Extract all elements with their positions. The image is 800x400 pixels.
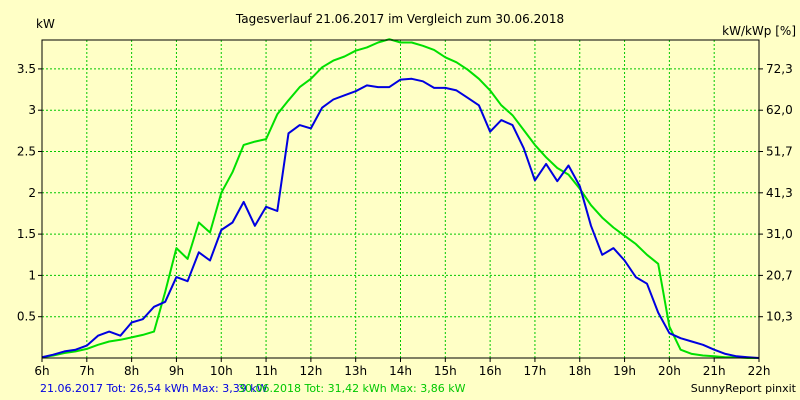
y-axis-right: 10,3 20,7 31,0 41,3 51,7 62,0 72,3 — [759, 62, 793, 324]
x-tick-label: 17h — [524, 364, 547, 378]
y-tick-label-left: 2 — [28, 186, 36, 200]
y-axis-right-label: kW/kWp [%] — [722, 24, 796, 38]
x-tick-label: 16h — [479, 364, 502, 378]
x-tick-label: 6h — [34, 364, 49, 378]
legend-series-2017: 21.06.2017 Tot: 26,54 kWh Max: 3,39 kW — [40, 382, 268, 395]
x-tick-label: 21h — [703, 364, 726, 378]
y-tick-label-left: 3 — [28, 103, 36, 117]
y-axis-left-label: kW — [36, 17, 55, 31]
series-layer — [41, 38, 760, 359]
x-tick-label: 8h — [124, 364, 139, 378]
y-tick-label-left: 1.5 — [17, 227, 36, 241]
y-axis-left: 0.5 1 1.5 2 2.5 3 3.5 — [17, 62, 42, 324]
y-tick-label-right: 20,7 — [766, 268, 793, 282]
x-tick-label: 7h — [79, 364, 94, 378]
y-tick-label-left: 0.5 — [17, 310, 36, 324]
x-tick-label: 9h — [169, 364, 184, 378]
grid — [42, 40, 759, 358]
x-axis: 6h 7h 8h 9h 10h 11h 12h 13h 14h 15h 16h 17h 18h 19h 20… — [34, 358, 770, 378]
y-tick-label-right: 72,3 — [766, 62, 793, 76]
y-tick-label-right: 51,7 — [766, 145, 793, 159]
x-tick-label: 11h — [255, 364, 278, 378]
x-tick-label: 20h — [658, 364, 681, 378]
legend-series-2018: 30.06.2018 Tot: 31,42 kWh Max: 3,86 kW — [238, 382, 466, 395]
x-tick-label: 14h — [389, 364, 412, 378]
y-tick-label-left: 3.5 — [17, 62, 36, 76]
y-tick-label-right: 31,0 — [766, 227, 793, 241]
x-tick-label: 18h — [568, 364, 591, 378]
x-tick-label: 12h — [299, 364, 322, 378]
y-tick-label-right: 62,0 — [766, 103, 793, 117]
x-tick-label: 19h — [613, 364, 636, 378]
x-tick-label: 10h — [210, 364, 233, 378]
y-tick-label-right: 41,3 — [766, 186, 793, 200]
y-tick-label-left: 1 — [28, 268, 36, 282]
y-tick-label-left: 2.5 — [17, 145, 36, 159]
x-tick-label: 13h — [344, 364, 367, 378]
series-line-30-06-2018 — [41, 38, 759, 359]
x-tick-label: 22h — [748, 364, 771, 378]
credit-text: SunnyReport pinxit — [691, 382, 797, 395]
series-line-21-06-2017 — [41, 77, 760, 359]
x-tick-label: 15h — [434, 364, 457, 378]
chart-title: Tagesverlauf 21.06.2017 im Vergleich zum… — [235, 12, 564, 26]
y-tick-label-right: 10,3 — [766, 310, 793, 324]
